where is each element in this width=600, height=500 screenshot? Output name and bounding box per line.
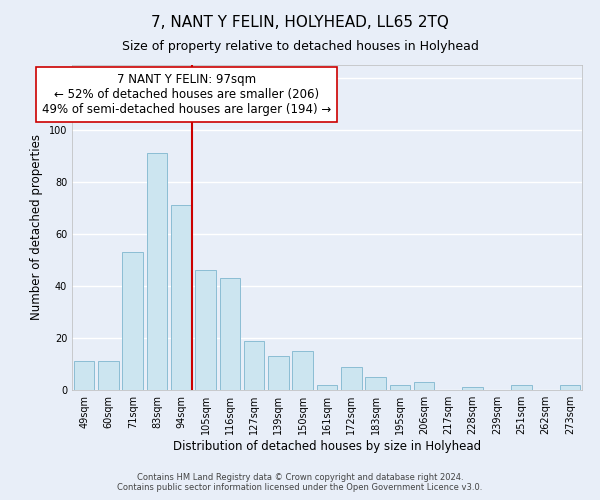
X-axis label: Distribution of detached houses by size in Holyhead: Distribution of detached houses by size …	[173, 440, 481, 453]
Bar	[292, 351, 313, 390]
Bar	[146, 154, 167, 390]
Bar	[268, 356, 289, 390]
Bar	[171, 206, 191, 390]
Bar	[389, 385, 410, 390]
Bar	[317, 385, 337, 390]
Text: Size of property relative to detached houses in Holyhead: Size of property relative to detached ho…	[122, 40, 478, 53]
Bar	[74, 362, 94, 390]
Bar	[220, 278, 240, 390]
Bar	[414, 382, 434, 390]
Bar	[195, 270, 216, 390]
Text: 7 NANT Y FELIN: 97sqm
← 52% of detached houses are smaller (206)
49% of semi-det: 7 NANT Y FELIN: 97sqm ← 52% of detached …	[41, 73, 331, 116]
Bar	[122, 252, 143, 390]
Bar	[365, 377, 386, 390]
Text: Contains HM Land Registry data © Crown copyright and database right 2024.
Contai: Contains HM Land Registry data © Crown c…	[118, 473, 482, 492]
Y-axis label: Number of detached properties: Number of detached properties	[30, 134, 43, 320]
Bar	[511, 385, 532, 390]
Bar	[244, 340, 265, 390]
Bar	[341, 366, 362, 390]
Bar	[560, 385, 580, 390]
Bar	[463, 388, 483, 390]
Bar	[98, 362, 119, 390]
Text: 7, NANT Y FELIN, HOLYHEAD, LL65 2TQ: 7, NANT Y FELIN, HOLYHEAD, LL65 2TQ	[151, 15, 449, 30]
